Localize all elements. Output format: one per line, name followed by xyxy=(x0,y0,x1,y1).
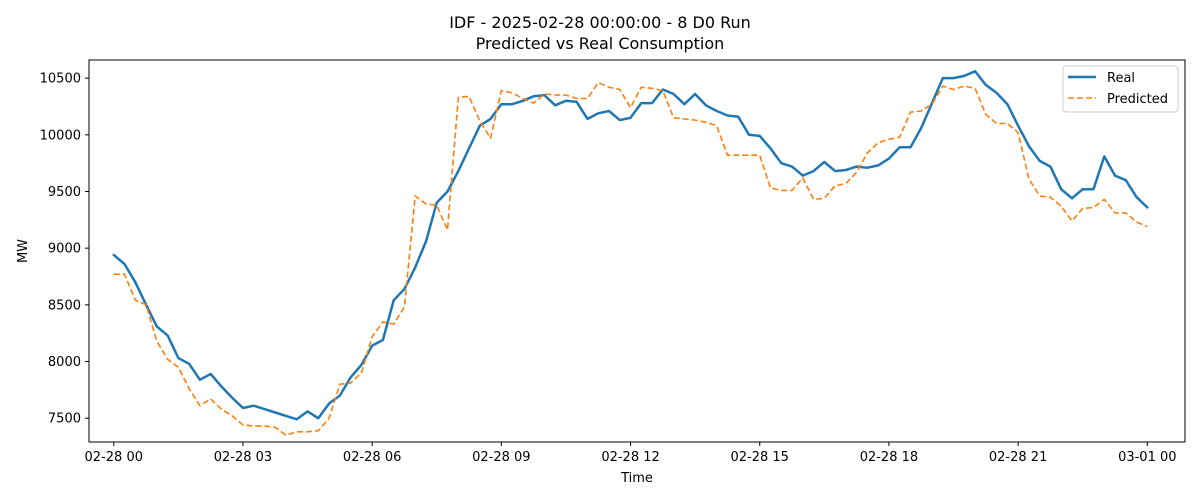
x-tick-label: 02-28 09 xyxy=(472,450,530,465)
x-tick-label: 02-28 18 xyxy=(860,450,918,465)
y-tick-label: 9000 xyxy=(48,242,81,257)
x-tick-label: 03-01 00 xyxy=(1118,450,1176,465)
legend: Real Predicted xyxy=(1062,65,1179,113)
series-line-predicted xyxy=(113,81,1148,437)
legend-label-real: Real xyxy=(1107,71,1135,86)
plot-area-frame xyxy=(88,59,1186,443)
x-tick-label: 02-28 15 xyxy=(731,450,789,465)
y-axis-label: MW xyxy=(16,239,31,263)
chart-title-block: IDF - 2025-02-28 00:00:00 - 8 D0 Run Pre… xyxy=(0,12,1200,54)
chart-title: IDF - 2025-02-28 00:00:00 - 8 D0 Run xyxy=(449,13,751,32)
y-axis: 7500 8000 8500 9000 9500 10000 10500 xyxy=(40,72,89,427)
x-axis: 02-28 00 02-28 03 02-28 06 02-28 09 02-28 12… xyxy=(85,442,1177,465)
y-tick-label: 8500 xyxy=(48,298,81,313)
legend-label-predicted: Predicted xyxy=(1107,92,1168,107)
chart-subtitle: Predicted vs Real Consumption xyxy=(475,34,725,53)
x-tick-label: 02-28 21 xyxy=(989,450,1047,465)
x-tick-label: 02-28 12 xyxy=(601,450,659,465)
x-axis-label: Time xyxy=(620,471,653,486)
y-tick-label: 10500 xyxy=(40,72,81,87)
series-group xyxy=(112,70,1149,437)
x-tick-label: 02-28 03 xyxy=(214,450,272,465)
y-tick-label: 7500 xyxy=(48,412,81,427)
y-tick-label: 8000 xyxy=(48,355,81,370)
y-tick-label: 9500 xyxy=(48,185,81,200)
x-tick-label: 02-28 06 xyxy=(343,450,401,465)
x-tick-label: 02-28 00 xyxy=(85,450,143,465)
series-line-real xyxy=(112,70,1149,421)
y-tick-label: 10000 xyxy=(40,128,81,143)
